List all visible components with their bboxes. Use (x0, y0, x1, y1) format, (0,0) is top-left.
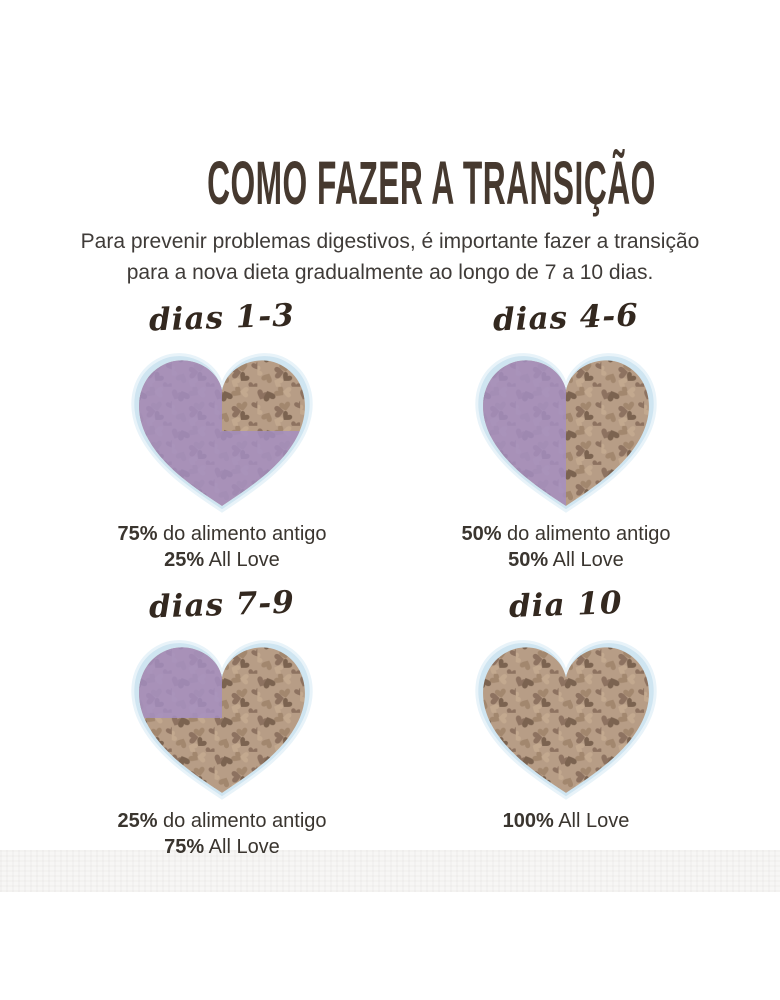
step-4-caption: 100% All Love (503, 808, 630, 834)
heart-bowl-graphic-3 (131, 640, 313, 800)
caption-text: do alimento antigo (157, 810, 327, 832)
heart-bowl-graphic-4 (475, 640, 657, 800)
photo-noise-band (0, 850, 780, 892)
caption-text: All Love (553, 810, 630, 832)
transition-step-3: dias 7-9 25% do alimento antigo 75% All … (50, 583, 394, 860)
caption-text: All Love (204, 549, 280, 571)
caption-percent: 50% (461, 523, 502, 545)
caption-percent: 50% (508, 549, 549, 571)
transition-step-1: dias 1-3 75% do alimento antigo 25% All … (50, 296, 394, 573)
caption-text: do alimento antigo (501, 523, 671, 545)
caption-line: 50% do alimento antigo (461, 521, 670, 547)
caption-percent: 25% (117, 810, 158, 832)
step-1-days-label: dias 1-3 (148, 297, 296, 339)
caption-line: 25% do alimento antigo (117, 808, 326, 834)
caption-line: 75% All Love (117, 834, 326, 860)
caption-line: 50% All Love (461, 547, 670, 573)
caption-line: 75% do alimento antigo (117, 521, 326, 547)
heart-bowl-graphic-2 (475, 353, 657, 513)
caption-text: do alimento antigo (157, 523, 327, 545)
caption-percent: 100% (502, 810, 554, 832)
caption-percent: 75% (117, 523, 158, 545)
transition-step-2: dias 4-6 50% do alimento antigo 50% All … (394, 296, 738, 573)
heart-bowl-graphic-1 (131, 353, 313, 513)
caption-percent: 75% (164, 836, 205, 858)
step-2-caption: 50% do alimento antigo 50% All Love (461, 521, 670, 573)
steps-grid: dias 1-3 75% do alimento antigo 25% All … (50, 296, 738, 860)
page-title-text: COMO FAZER A TRANSIÇÃO (207, 149, 656, 217)
transition-step-4: dia 10 100% All Love (394, 583, 738, 860)
step-2-days-label: dias 4-6 (492, 297, 640, 339)
step-3-caption: 25% do alimento antigo 75% All Love (117, 808, 326, 860)
caption-text: All Love (548, 549, 624, 571)
caption-percent: 25% (164, 549, 205, 571)
step-1-caption: 75% do alimento antigo 25% All Love (117, 521, 326, 573)
caption-text: All Love (204, 836, 280, 858)
subtitle: Para prevenir problemas digestivos, é im… (0, 226, 780, 288)
page-title: COMO FAZER A TRANSIÇÃO (0, 152, 780, 214)
caption-line: 100% All Love (503, 808, 630, 834)
step-3-days-label: dias 7-9 (148, 584, 296, 626)
step-4-days-label: dia 10 (508, 585, 624, 625)
subtitle-line-1: Para prevenir problemas digestivos, é im… (80, 230, 700, 253)
subtitle-line-2: para a nova dieta gradualmente ao longo … (126, 261, 654, 284)
caption-line: 25% All Love (117, 547, 326, 573)
